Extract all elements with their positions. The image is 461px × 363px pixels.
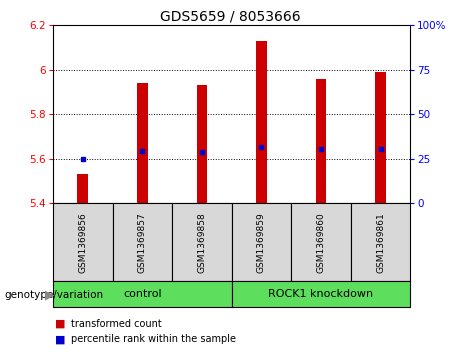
- Bar: [137, 83, 148, 203]
- Bar: [232, 203, 291, 281]
- Text: GSM1369860: GSM1369860: [316, 212, 325, 273]
- Text: ROCK1 knockdown: ROCK1 knockdown: [268, 289, 373, 299]
- Bar: [53, 281, 232, 307]
- Bar: [291, 203, 351, 281]
- Bar: [196, 85, 207, 203]
- Bar: [53, 203, 112, 281]
- Bar: [316, 79, 326, 203]
- Bar: [351, 203, 410, 281]
- Text: ▶: ▶: [45, 288, 54, 301]
- Text: ■: ■: [55, 319, 65, 329]
- Text: ■: ■: [55, 334, 65, 344]
- Bar: [256, 41, 267, 203]
- Text: GDS5659 / 8053666: GDS5659 / 8053666: [160, 9, 301, 23]
- Text: GSM1369861: GSM1369861: [376, 212, 385, 273]
- Bar: [232, 281, 410, 307]
- Bar: [77, 174, 88, 203]
- Text: percentile rank within the sample: percentile rank within the sample: [71, 334, 236, 344]
- Text: transformed count: transformed count: [71, 319, 162, 329]
- Text: genotype/variation: genotype/variation: [5, 290, 104, 300]
- Text: control: control: [123, 289, 162, 299]
- Text: GSM1369858: GSM1369858: [197, 212, 207, 273]
- Bar: [375, 72, 386, 203]
- Text: GSM1369859: GSM1369859: [257, 212, 266, 273]
- Bar: [172, 203, 232, 281]
- Bar: [112, 203, 172, 281]
- Text: GSM1369856: GSM1369856: [78, 212, 87, 273]
- Text: GSM1369857: GSM1369857: [138, 212, 147, 273]
